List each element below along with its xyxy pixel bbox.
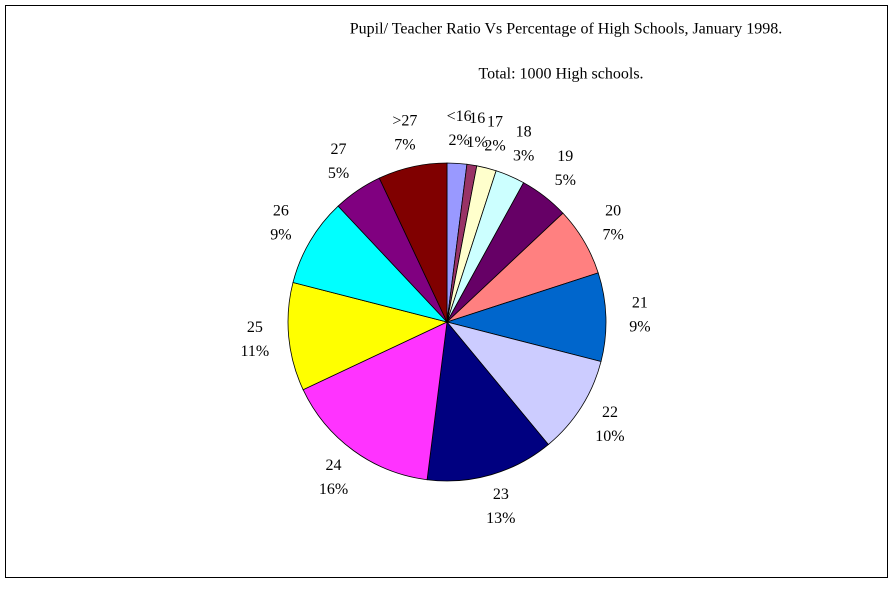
slice-value-label: 16% [319, 481, 348, 498]
slice-category: 17 [487, 114, 503, 131]
pie-slice [302, 321, 448, 481]
slice-category: 25 [247, 319, 263, 336]
slice-value-label: 11% [240, 343, 269, 360]
slice-value-label: 5% [328, 165, 349, 182]
pie-slice [445, 272, 607, 363]
slice-value-label: 2% [448, 132, 469, 149]
slice-value-label: 2% [484, 138, 505, 155]
slice-category: 26 [273, 202, 289, 219]
slice-category: 19 [557, 148, 573, 165]
slice-value-label: 13% [486, 510, 515, 527]
chart-title: Pupil/ Teacher Ratio Vs Percentage of Hi… [350, 21, 782, 38]
slice-value-label: 5% [555, 172, 576, 189]
slice-category: 20 [605, 202, 621, 219]
pie-slice [292, 205, 449, 323]
slice-value-label: 3% [513, 148, 534, 165]
slice-category: >27 [392, 112, 417, 129]
slice-category: 22 [602, 404, 618, 421]
slice-value-label: 1% [467, 134, 488, 151]
pie-slice [426, 321, 549, 482]
pie-slice [378, 162, 448, 323]
chart-subtitle: Total: 1000 High schools. [478, 66, 643, 83]
slice-category: 23 [493, 486, 509, 503]
slice-category: 21 [632, 295, 648, 312]
slice-value-label: 9% [629, 319, 650, 336]
slice-value-label: 9% [270, 226, 291, 243]
slice-category: 18 [516, 124, 532, 141]
slice-category: 24 [326, 457, 342, 474]
pie-slice [287, 281, 449, 391]
slice-category: 27 [331, 141, 347, 158]
slice-value-label: 10% [595, 428, 624, 445]
slice-category: <16 [447, 108, 472, 125]
pie-slice [445, 321, 602, 446]
slice-value-label: 7% [602, 226, 623, 243]
slice-category: 16 [469, 110, 485, 127]
slice-value-label: 7% [394, 136, 415, 153]
